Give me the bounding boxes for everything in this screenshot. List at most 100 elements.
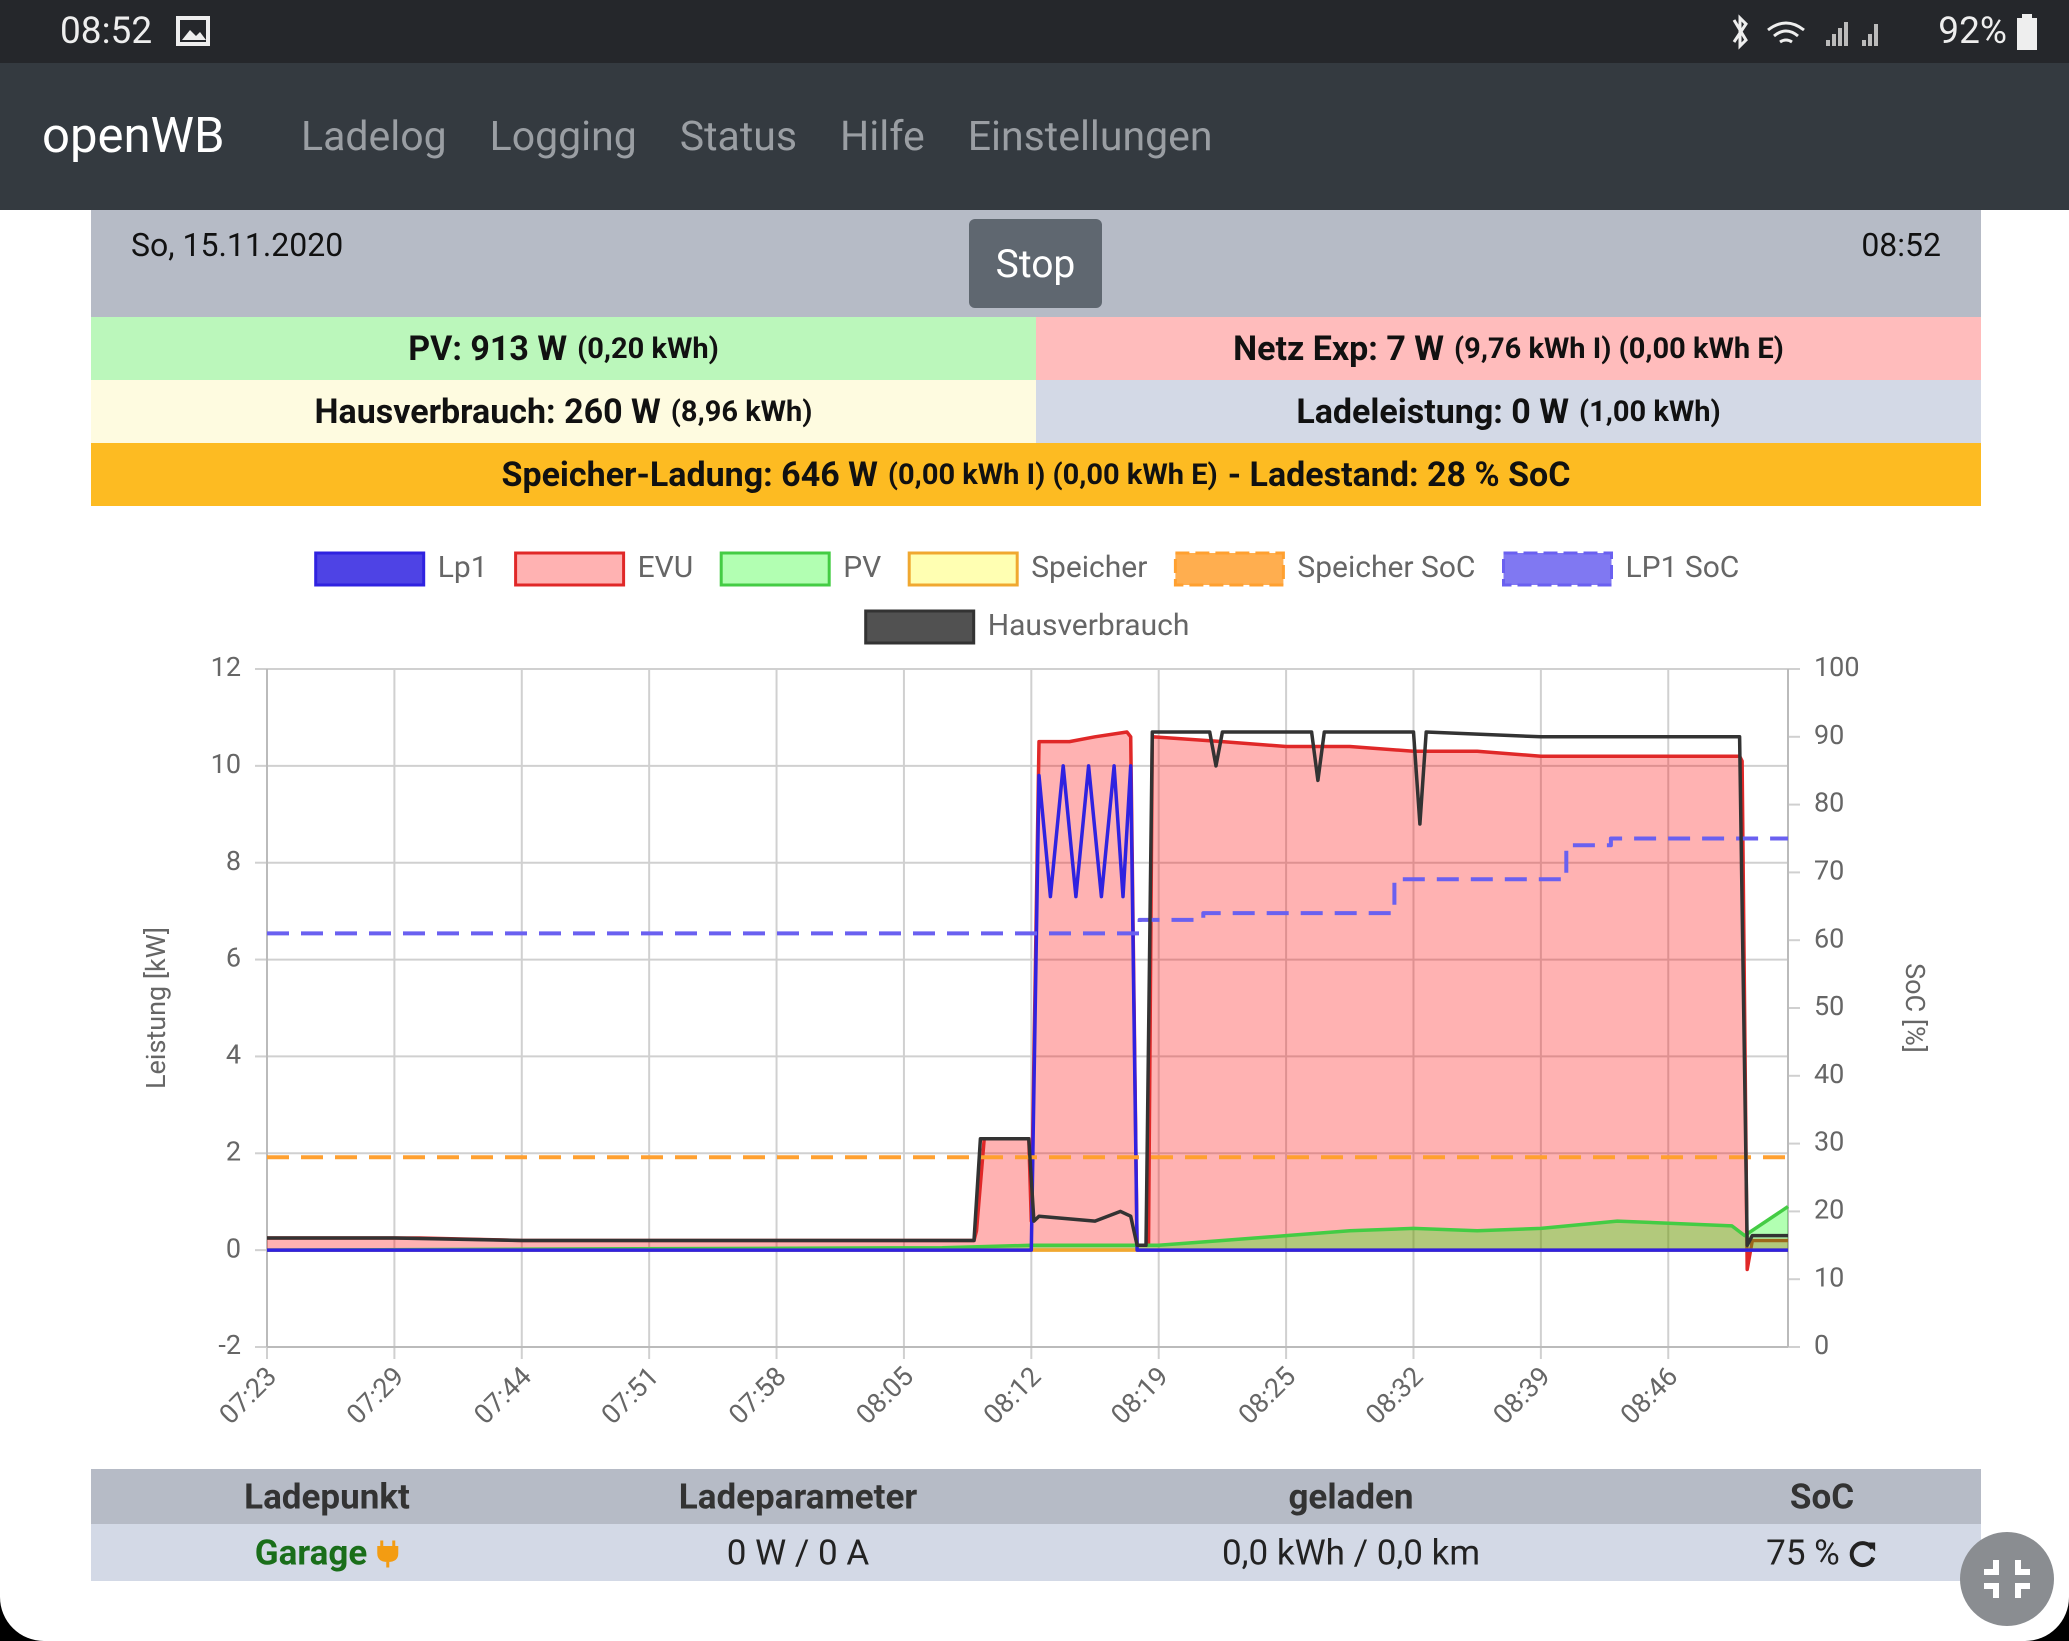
x-tick-label: 07:51 [595, 1360, 665, 1430]
legend-item[interactable]: LP1 SoC [1502, 550, 1740, 587]
legend-label: Speicher SoC [1297, 550, 1475, 585]
battery-level: 92% [1938, 10, 2007, 53]
nav-link[interactable]: Einstellungen [967, 113, 1213, 161]
x-tick-label: 08:46 [1614, 1360, 1684, 1430]
y2-tick-label: 20 [1814, 1194, 1844, 1226]
column-header: geladen [1288, 1476, 1414, 1517]
column-header: Ladeparameter [678, 1476, 918, 1517]
nav-link[interactable]: Hilfe [840, 113, 925, 161]
ladeleistung-row: Ladeleistung: 0 W (1,00 kWh) [1036, 380, 1981, 443]
netz-main: Netz Exp: 7 W [1233, 328, 1445, 369]
legend-swatch [864, 609, 976, 645]
gallery-icon [176, 16, 210, 46]
y-tick-label: 8 [226, 845, 241, 877]
fullscreen-button[interactable] [1960, 1532, 2054, 1626]
status-bar: 08:52 92% [0, 0, 2069, 63]
pv-detail: (0,20 kWh) [577, 331, 719, 366]
legend-item[interactable]: Hausverbrauch [864, 608, 1190, 645]
brand[interactable]: openWB [42, 107, 225, 164]
legend-swatch [1502, 551, 1613, 587]
speicher-detail: (0,00 kWh I) (0,00 kWh E) [887, 457, 1218, 492]
haus-detail: (8,96 kWh) [670, 394, 813, 429]
ladeleistung-main: Ladeleistung: 0 W [1296, 391, 1569, 432]
nav-links: Ladelog Logging Status Hilfe Einstellungen [301, 113, 1213, 161]
legend-swatch [514, 551, 626, 587]
series-line [267, 764, 1788, 1252]
cell: 75 % [1766, 1532, 1878, 1573]
x-tick-label: 08:25 [1232, 1360, 1302, 1430]
y2-tick-label: 50 [1814, 990, 1844, 1022]
y2-tick-label: 90 [1814, 719, 1844, 751]
column-header: SoC [1789, 1476, 1855, 1517]
y-tick-label: 10 [211, 748, 241, 780]
x-tick-label: 08:05 [850, 1360, 920, 1430]
navbar: openWB Ladelog Logging Status Hilfe Einstell… [0, 63, 2069, 210]
cell: 0,0 kWh / 0,0 km [1221, 1532, 1481, 1573]
ladeleistung-detail: (1,00 kWh) [1579, 394, 1721, 429]
y2-tick-label: 70 [1814, 855, 1844, 887]
y2-tick-label: 80 [1814, 787, 1844, 819]
nav-link[interactable]: Logging [489, 113, 637, 161]
y2-tick-label: 40 [1814, 1058, 1844, 1090]
legend-item[interactable]: EVU [514, 550, 694, 587]
legend-item[interactable]: Speicher [907, 550, 1147, 587]
y-tick-label: 4 [226, 1039, 241, 1071]
series-line [267, 730, 1788, 1248]
time: 08:52 [1861, 226, 1941, 264]
table-header: Ladepunkt Ladeparameter geladen SoC [91, 1469, 1981, 1524]
y-axis-title: Leistung [kW] [140, 927, 172, 1089]
legend-item[interactable]: Speicher SoC [1173, 550, 1475, 587]
y-tick-label: 6 [226, 942, 241, 974]
pv-row: PV: 913 W (0,20 kWh) [91, 317, 1036, 380]
legend-item[interactable]: Lp1 [314, 550, 488, 587]
netz-detail: (9,76 kWh I) (0,00 kWh E) [1454, 331, 1784, 366]
date: So, 15.11.2020 [131, 226, 344, 264]
legend-swatch [719, 551, 831, 587]
x-tick-label: 08:32 [1359, 1360, 1429, 1430]
legend-label: LP1 SoC [1626, 550, 1740, 585]
stop-button[interactable]: Stop [969, 219, 1102, 308]
speicher-row: Speicher-Ladung: 646 W (0,00 kWh I) (0,00… [91, 443, 1981, 506]
legend-label: Hausverbrauch [988, 608, 1190, 643]
nav-link[interactable]: Status [679, 113, 798, 161]
legend-swatch [314, 551, 426, 587]
speicher-main: Speicher-Ladung: 646 W [501, 454, 878, 495]
legend-item[interactable]: PV [719, 550, 881, 587]
legend-swatch [1173, 551, 1285, 587]
clock: 08:52 [60, 10, 153, 53]
legend-label: Speicher [1031, 550, 1147, 585]
table-row: Garage 0 W / 0 A 0,0 kWh / 0,0 km 75 % [91, 1524, 1981, 1581]
plug-icon [377, 1540, 399, 1567]
y2-tick-label: 30 [1814, 1126, 1844, 1158]
x-tick-label: 07:23 [213, 1360, 283, 1430]
y-tick-label: 12 [211, 651, 241, 683]
x-tick-label: 08:39 [1487, 1360, 1557, 1430]
haus-row: Hausverbrauch: 260 W (8,96 kWh) [91, 380, 1036, 443]
fullscreen-icon [1984, 1560, 2030, 1598]
y2-tick-label: 100 [1814, 651, 1860, 683]
legend-label: PV [843, 550, 881, 585]
x-tick-label: 07:29 [340, 1360, 410, 1430]
charge-point[interactable]: Garage [255, 1532, 399, 1573]
x-tick-label: 07:44 [468, 1360, 538, 1430]
pv-main: PV: 913 W [408, 328, 568, 369]
haus-main: Hausverbrauch: 260 W [314, 391, 661, 432]
legend-swatch [907, 551, 1019, 587]
x-tick-label: 07:58 [722, 1360, 792, 1430]
cell: 0 W / 0 A [726, 1532, 870, 1573]
x-tick-label: 08:19 [1105, 1360, 1175, 1430]
y2-tick-label: 10 [1814, 1261, 1844, 1293]
refresh-icon[interactable] [1848, 1538, 1878, 1568]
y2-axis-title: SoC [%] [1899, 963, 1931, 1053]
series-line [267, 836, 1788, 936]
signal-icons [1732, 14, 1878, 50]
nav-link[interactable]: Ladelog [301, 113, 447, 161]
battery-icon [2017, 14, 2037, 50]
y2-tick-label: 0 [1814, 1329, 1829, 1361]
series-area [267, 1206, 1788, 1251]
legend-label: EVU [638, 550, 694, 585]
column-header: Ladepunkt [244, 1476, 410, 1517]
series-area [267, 732, 1788, 1270]
